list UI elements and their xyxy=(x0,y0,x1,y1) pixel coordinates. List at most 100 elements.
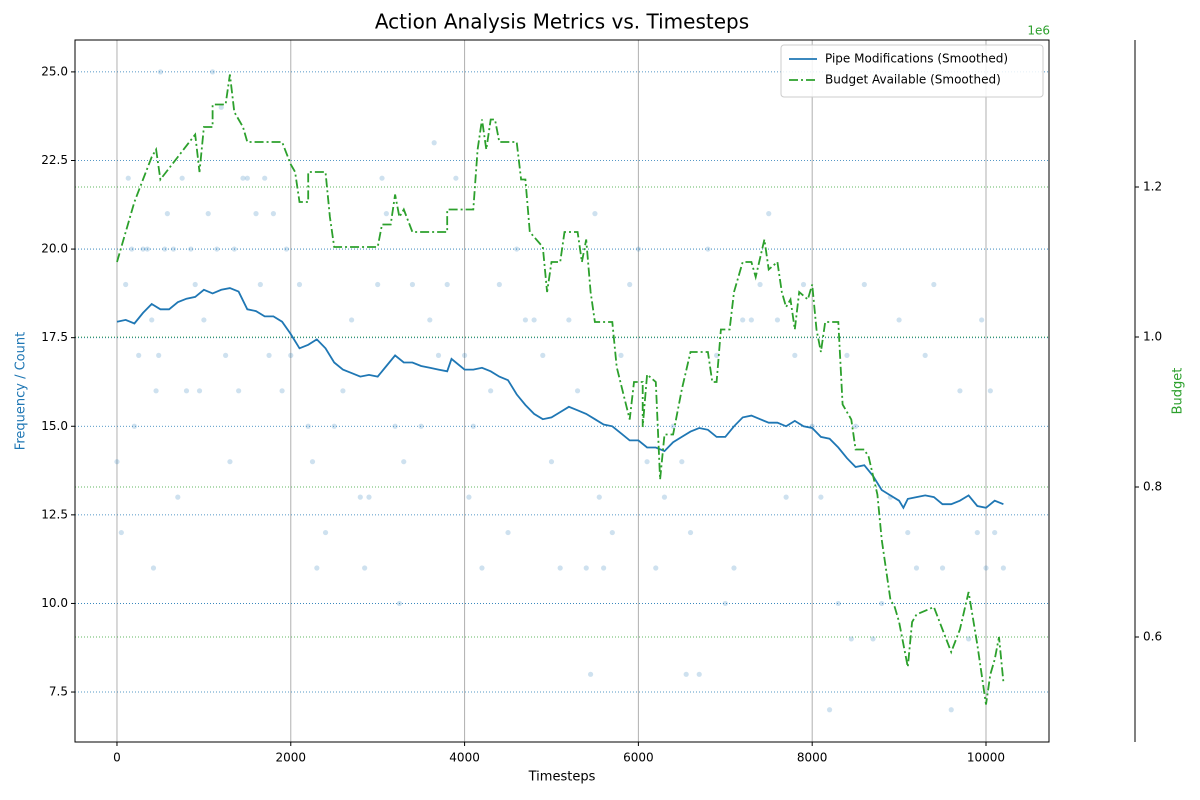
scatter-point xyxy=(705,246,711,252)
x-tick-label: 6000 xyxy=(623,751,654,765)
y-tick-label: 12.5 xyxy=(41,507,68,521)
scatter-point xyxy=(283,246,290,252)
scatter-point xyxy=(244,175,250,181)
x-tick-label: 8000 xyxy=(797,751,828,765)
scatter-point xyxy=(800,281,807,288)
scatter-point xyxy=(188,246,194,252)
scatter-point xyxy=(331,423,337,429)
scatter-point xyxy=(913,565,920,571)
y-tick-label: 17.5 xyxy=(41,330,68,344)
scatter-point xyxy=(205,211,211,217)
scatter-point xyxy=(305,423,311,429)
scatter-point xyxy=(505,529,511,536)
scatter-point xyxy=(696,671,702,677)
scatter-point xyxy=(740,317,746,323)
x-tick-label: 4000 xyxy=(449,751,480,765)
scatter-point xyxy=(987,388,993,394)
scatter-point xyxy=(861,281,867,288)
scatter-point xyxy=(435,352,442,358)
x-tick-label: 0 xyxy=(113,751,121,765)
scatter-point xyxy=(848,636,854,642)
scatter-point xyxy=(783,494,789,500)
scatter-point xyxy=(653,565,659,571)
y-tick-label: 10.0 xyxy=(41,596,68,610)
scatter-point xyxy=(488,388,494,394)
scatter-point xyxy=(114,459,120,465)
scatter-point xyxy=(279,388,285,394)
scatter-point xyxy=(896,317,902,323)
scatter-point xyxy=(409,281,416,288)
scatter-point xyxy=(266,352,272,358)
scatter-point xyxy=(757,281,763,288)
scatter-point xyxy=(835,600,841,607)
scatter-point xyxy=(231,246,237,252)
y-axis-label: Frequency / Count xyxy=(14,332,29,450)
scatter-point xyxy=(609,529,615,536)
scatter-point xyxy=(461,352,468,358)
scatter-point xyxy=(257,281,263,288)
y-tick-label: 22.5 xyxy=(41,153,68,167)
scatter-point xyxy=(431,140,437,146)
y2-tick-label: 0.6 xyxy=(1143,630,1162,644)
y2-tick-label: 1.0 xyxy=(1143,330,1162,344)
series-line xyxy=(116,74,1005,705)
scatter-point xyxy=(922,352,928,358)
scatter-point xyxy=(1000,565,1006,571)
scatter-point xyxy=(679,459,685,465)
scatter-point xyxy=(826,707,833,713)
scatter-point xyxy=(183,388,190,394)
scatter-point xyxy=(540,352,546,358)
scatter-point xyxy=(262,175,268,181)
scatter-point xyxy=(136,352,142,358)
scatter-point xyxy=(957,388,963,394)
legend-label: Pipe Modifications (Smoothed) xyxy=(825,52,1008,66)
scatter-point xyxy=(288,352,294,358)
scatter-point xyxy=(627,281,633,288)
y-tick-label: 20.0 xyxy=(41,242,68,256)
scatter-point xyxy=(722,600,728,607)
scatter-point xyxy=(125,175,131,181)
scatter-point xyxy=(223,352,229,358)
scatter-point xyxy=(129,246,135,252)
scatter-point xyxy=(453,175,459,181)
scatter-point xyxy=(349,317,355,323)
scatter-point xyxy=(548,459,555,465)
scatter-point xyxy=(444,281,450,288)
scatter-point xyxy=(396,600,403,607)
scatter-point xyxy=(748,317,754,323)
scatter-point xyxy=(983,565,989,571)
scatter-point xyxy=(618,352,624,358)
scatter-point xyxy=(162,246,168,252)
scatter-point xyxy=(818,494,824,500)
scatter-point xyxy=(566,317,572,323)
scatter-point xyxy=(592,211,598,217)
scatter-point xyxy=(322,529,329,536)
scatter-point xyxy=(240,175,246,181)
scatter-point xyxy=(948,707,954,713)
scatter-point xyxy=(227,459,233,465)
scatter-point xyxy=(596,494,602,500)
scatter-point xyxy=(992,529,998,536)
scatter-point xyxy=(644,459,650,465)
scatter-point xyxy=(879,600,885,607)
scatter-point xyxy=(118,529,124,536)
scatter-point xyxy=(574,388,581,394)
x-tick-label: 10000 xyxy=(967,751,1005,765)
scatter-point xyxy=(150,565,157,571)
scatter-point xyxy=(870,636,876,642)
scatter-point xyxy=(157,69,164,75)
scatter-point xyxy=(844,352,850,358)
scatter-point xyxy=(683,671,689,677)
scatter-point xyxy=(270,211,276,217)
scatter-point xyxy=(713,352,720,358)
scatter-point xyxy=(792,352,798,358)
scatter-point xyxy=(357,494,363,500)
scatter-point xyxy=(931,281,937,288)
scatter-point xyxy=(196,388,203,394)
x-axis-label: Timesteps xyxy=(528,770,596,785)
scatter-point xyxy=(149,317,155,323)
scatter-point xyxy=(140,246,146,252)
scatter-point xyxy=(201,317,207,323)
series-line xyxy=(116,287,1004,510)
